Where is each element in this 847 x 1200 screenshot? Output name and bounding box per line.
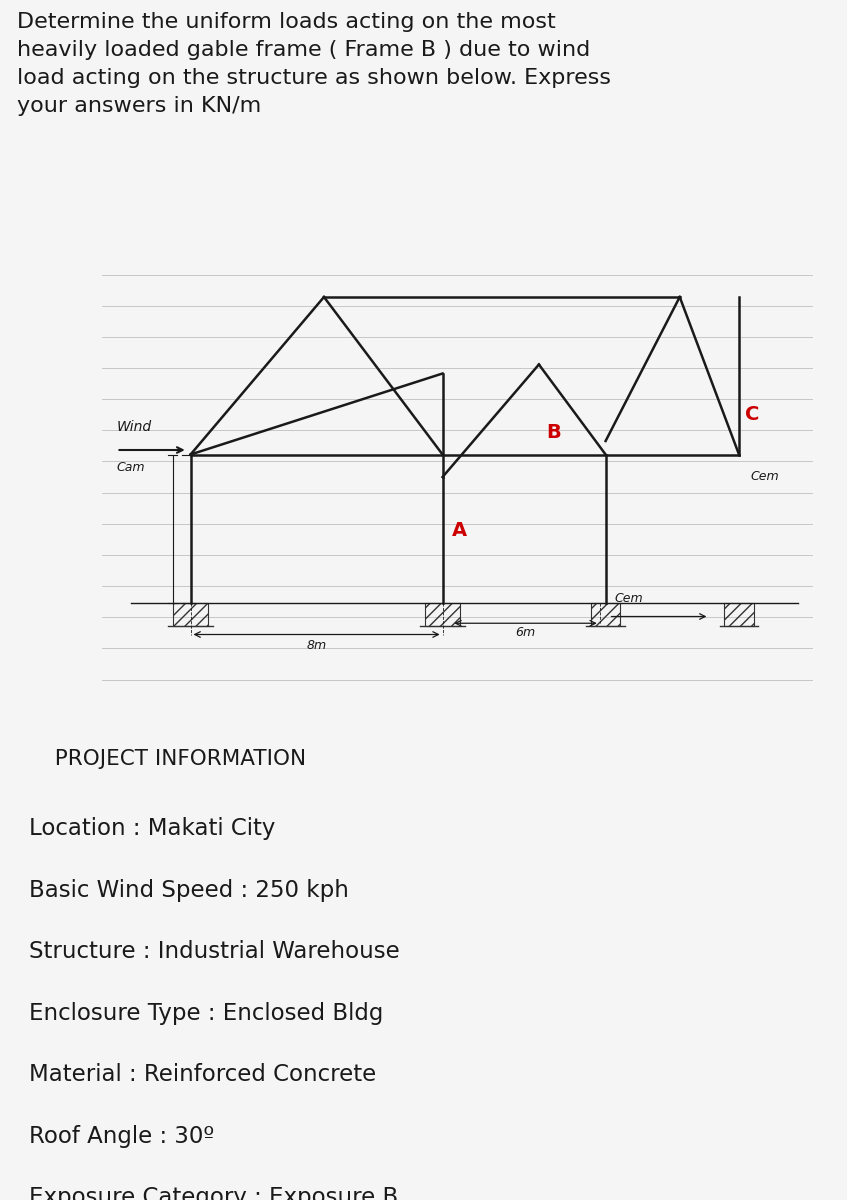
Text: PROJECT INFORMATION: PROJECT INFORMATION — [42, 749, 307, 768]
Text: Location : Makati City: Location : Makati City — [29, 817, 275, 840]
Text: Material : Reinforced Concrete: Material : Reinforced Concrete — [29, 1063, 376, 1086]
Text: Basic Wind Speed : 250 kph: Basic Wind Speed : 250 kph — [29, 878, 349, 901]
Text: A: A — [451, 522, 467, 540]
Text: 8m: 8m — [307, 638, 327, 652]
Text: Wind: Wind — [117, 420, 152, 434]
Text: C: C — [745, 404, 759, 424]
Text: Determine the uniform loads acting on the most
heavily loaded gable frame ( Fram: Determine the uniform loads acting on th… — [17, 12, 611, 116]
Text: Roof Angle : 30º: Roof Angle : 30º — [29, 1124, 214, 1147]
Text: Enclosure Type : Enclosed Bldg: Enclosure Type : Enclosed Bldg — [29, 1002, 384, 1025]
Text: B: B — [546, 422, 561, 442]
Text: Cem: Cem — [615, 593, 643, 605]
Text: Exposure Category : Exposure B: Exposure Category : Exposure B — [29, 1187, 398, 1200]
Text: Cem: Cem — [750, 470, 779, 484]
Text: Structure : Industrial Warehouse: Structure : Industrial Warehouse — [29, 940, 400, 964]
Text: 6m: 6m — [516, 625, 535, 638]
Text: Cam: Cam — [117, 461, 145, 474]
